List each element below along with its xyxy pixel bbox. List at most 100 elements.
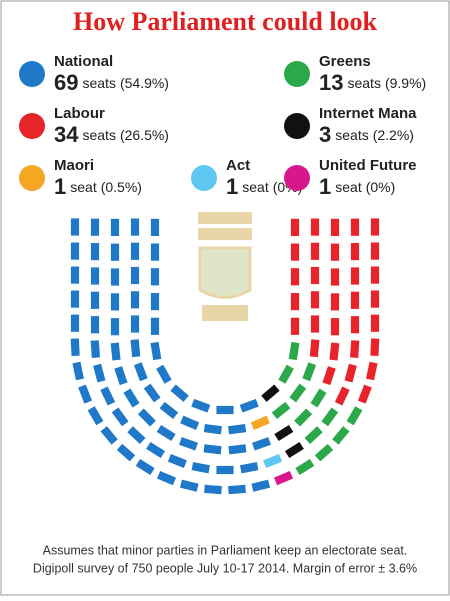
seat [70, 241, 80, 261]
legend-name: United Future [319, 157, 417, 174]
seat-share: (9.9%) [385, 75, 426, 91]
seat [169, 383, 190, 404]
seat [70, 313, 80, 333]
seat [270, 400, 292, 421]
seat-count: 1 [319, 174, 331, 199]
seat [122, 387, 141, 409]
seat [227, 423, 248, 436]
seat [294, 457, 316, 477]
seat-count: 1 [226, 174, 238, 199]
footnote: Digipoll survey of 750 people July 10-17… [33, 561, 417, 575]
seat [150, 217, 160, 237]
seat [283, 440, 305, 460]
seat [239, 461, 260, 475]
seat [287, 340, 301, 362]
seat [92, 362, 107, 384]
seat-unit: seat [335, 179, 362, 195]
seat [110, 267, 120, 287]
seat [310, 314, 320, 334]
legend-value: 1 seat (0.5%) [54, 174, 142, 199]
seat-unit: seats [335, 127, 368, 143]
seat [145, 440, 167, 460]
seat [132, 361, 149, 383]
seat [179, 414, 201, 431]
seat [150, 242, 160, 262]
seat [136, 407, 158, 428]
seat [343, 362, 358, 384]
chart-title: How Parliament could look [73, 7, 378, 36]
seat-share: (54.9%) [120, 75, 169, 91]
footnote: Assumes that minor parties in Parliament… [43, 543, 408, 557]
seat [110, 242, 120, 262]
seat [301, 361, 318, 383]
seat [350, 266, 360, 286]
seat [308, 338, 321, 359]
seat [288, 382, 308, 404]
seat [320, 406, 340, 428]
seat [345, 405, 364, 427]
seat [70, 217, 80, 237]
seat-count: 1 [54, 174, 66, 199]
seat [150, 267, 160, 287]
seat [158, 400, 180, 421]
seat-unit: seat [242, 179, 269, 195]
seat [110, 317, 120, 337]
seat [262, 452, 284, 470]
legend-swatch [284, 61, 310, 87]
seat [142, 382, 162, 404]
legend-swatch [284, 113, 310, 139]
seat [130, 217, 140, 237]
seat [126, 425, 147, 446]
seat [109, 341, 122, 362]
seat [134, 457, 156, 477]
seat [330, 242, 340, 262]
seat [130, 290, 140, 310]
seat [178, 436, 199, 452]
seat [115, 442, 137, 463]
seat [365, 360, 379, 382]
seat [349, 339, 361, 359]
seat [150, 316, 160, 336]
seat [290, 242, 300, 262]
seat [330, 292, 340, 312]
speaker-desk [198, 228, 252, 240]
legend-name: Greens [319, 53, 371, 70]
seat [130, 314, 140, 334]
seat [90, 290, 100, 310]
seat [370, 313, 380, 333]
seat [290, 267, 300, 287]
seat [69, 337, 81, 357]
seat [321, 365, 337, 387]
seat-count: 34 [54, 122, 79, 147]
seat [290, 217, 300, 237]
seat [130, 266, 140, 285]
seat [99, 425, 119, 446]
seat [238, 397, 260, 414]
seat-share: (2.2%) [373, 127, 414, 143]
seat [203, 483, 223, 496]
seat [149, 340, 163, 362]
seat [70, 289, 80, 309]
seat [350, 290, 360, 310]
seat [310, 290, 320, 310]
seat [309, 387, 328, 409]
legend-value: 69 seats (54.9%) [54, 70, 169, 95]
seat [77, 383, 94, 405]
dispatch-box [202, 305, 248, 321]
seat [333, 385, 351, 407]
seat [129, 338, 142, 359]
speaker-desk [198, 212, 252, 224]
seat [110, 292, 120, 312]
seat [110, 406, 130, 428]
seat-count: 3 [319, 122, 331, 147]
seat [250, 478, 271, 493]
legend-swatch [284, 165, 310, 191]
seat [370, 241, 380, 261]
seat [260, 383, 281, 404]
seat [277, 363, 295, 385]
seat [350, 217, 360, 237]
seat [330, 217, 340, 237]
seat [130, 241, 140, 261]
seat [70, 265, 80, 285]
